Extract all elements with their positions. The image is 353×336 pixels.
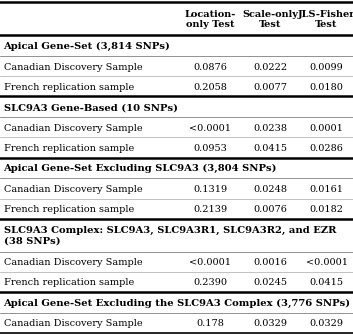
Text: Canadian Discovery Sample: Canadian Discovery Sample [4, 258, 142, 267]
Text: French replication sample: French replication sample [4, 278, 134, 287]
Text: 0.0016: 0.0016 [253, 258, 287, 267]
Text: <0.0001: <0.0001 [189, 258, 231, 267]
Text: 0.2058: 0.2058 [193, 82, 227, 91]
Text: 0.0953: 0.0953 [193, 143, 227, 153]
Text: 0.1319: 0.1319 [193, 184, 227, 193]
Text: 0.0180: 0.0180 [310, 82, 343, 91]
Text: 0.0099: 0.0099 [310, 62, 343, 71]
Text: SLC9A3 Gene-Based (10 SNPs): SLC9A3 Gene-Based (10 SNPs) [4, 103, 178, 112]
Text: 0.0161: 0.0161 [310, 184, 343, 193]
Text: Apical Gene-Set Excluding the SLC9A3 Complex (3,776 SNPs): Apical Gene-Set Excluding the SLC9A3 Com… [4, 298, 351, 307]
Text: French replication sample: French replication sample [4, 82, 134, 91]
Text: 0.0286: 0.0286 [310, 143, 343, 153]
Text: Scale-only
Test: Scale-only Test [242, 10, 298, 29]
Text: 0.0076: 0.0076 [253, 204, 287, 213]
Text: 0.0077: 0.0077 [253, 82, 287, 91]
Text: French replication sample: French replication sample [4, 143, 134, 153]
Text: 0.0222: 0.0222 [253, 62, 287, 71]
Text: 0.0876: 0.0876 [193, 62, 227, 71]
Text: Canadian Discovery Sample: Canadian Discovery Sample [4, 123, 142, 132]
Text: 0.0001: 0.0001 [310, 123, 343, 132]
Text: 0.0329: 0.0329 [310, 319, 343, 328]
Text: <0.0001: <0.0001 [306, 258, 347, 267]
Text: Canadian Discovery Sample: Canadian Discovery Sample [4, 184, 142, 193]
Text: 0.2139: 0.2139 [193, 204, 227, 213]
Text: 0.0329: 0.0329 [253, 319, 287, 328]
Text: 0.0245: 0.0245 [253, 278, 287, 287]
Text: Location-
only Test: Location- only Test [184, 10, 236, 29]
Text: 0.0182: 0.0182 [310, 204, 343, 213]
Text: Apical Gene-Set (3,814 SNPs): Apical Gene-Set (3,814 SNPs) [4, 42, 170, 51]
Text: French replication sample: French replication sample [4, 204, 134, 213]
Text: Canadian Discovery Sample: Canadian Discovery Sample [4, 319, 142, 328]
Text: 0.0415: 0.0415 [253, 143, 287, 153]
Text: SLC9A3 Complex: SLC9A3, SLC9A3R1, SLC9A3R2, and EZR
(38 SNPs): SLC9A3 Complex: SLC9A3, SLC9A3R1, SLC9A3… [4, 226, 336, 245]
Text: 0.2390: 0.2390 [193, 278, 227, 287]
Text: 0.0415: 0.0415 [310, 278, 343, 287]
Text: JLS-Fisher
Test: JLS-Fisher Test [298, 10, 353, 29]
Text: 0.0238: 0.0238 [253, 123, 287, 132]
Text: 0.0248: 0.0248 [253, 184, 287, 193]
Text: 0.178: 0.178 [196, 319, 224, 328]
Text: Apical Gene-Set Excluding SLC9A3 (3,804 SNPs): Apical Gene-Set Excluding SLC9A3 (3,804 … [4, 164, 277, 173]
Text: Canadian Discovery Sample: Canadian Discovery Sample [4, 62, 142, 71]
Text: <0.0001: <0.0001 [189, 123, 231, 132]
